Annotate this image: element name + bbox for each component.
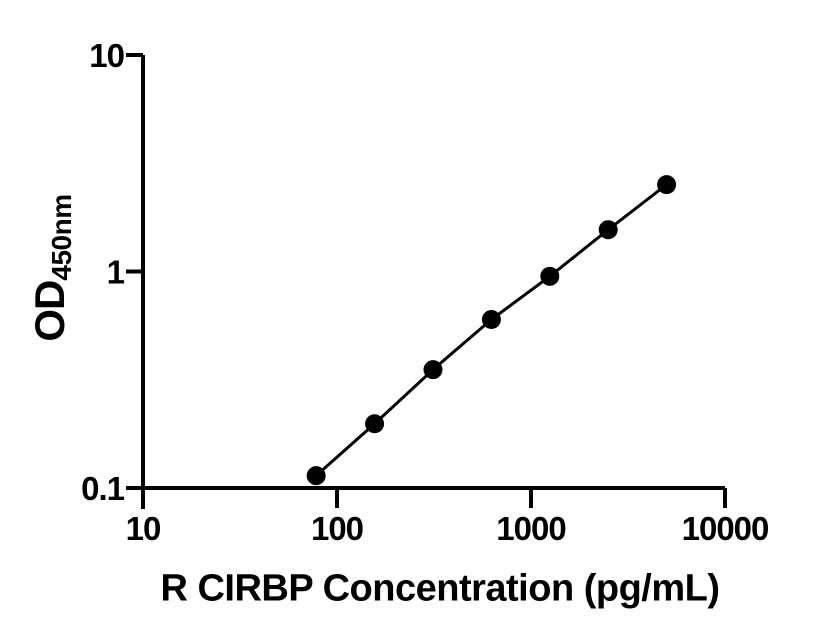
data-point-marker (306, 466, 326, 486)
y-axis-title: OD450nm (26, 194, 78, 341)
x-tick-label: 10 (126, 510, 161, 547)
y-tick-label: 1 (107, 254, 125, 291)
data-point-marker (540, 266, 560, 286)
data-point-marker (481, 310, 501, 330)
y-tick-label: 10 (89, 37, 124, 74)
data-point-marker (598, 220, 618, 240)
x-axis-title: R CIRBP Concentration (pg/mL) (160, 567, 720, 610)
data-point-marker (657, 175, 677, 195)
data-point-marker (365, 414, 385, 434)
y-axis-title-main: OD (26, 280, 73, 342)
y-tick-label: 0.1 (81, 470, 125, 507)
x-tick-label: 100 (311, 510, 363, 547)
x-tick-label: 10000 (682, 510, 769, 547)
y-axis-title-subscript: 450nm (46, 194, 77, 281)
data-point-marker (423, 360, 443, 380)
x-tick-label: 1000 (496, 510, 565, 547)
